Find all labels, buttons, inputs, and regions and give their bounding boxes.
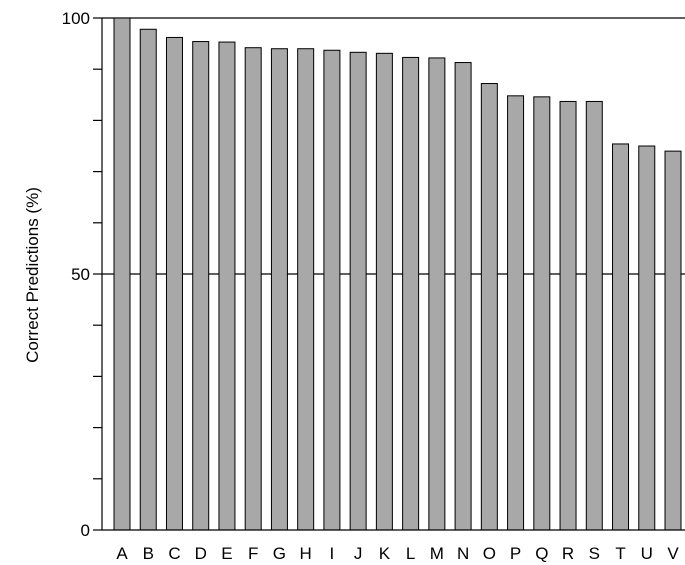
x-tick-label-P: P — [510, 544, 521, 563]
bar-F — [244, 47, 262, 531]
x-tick-label-I: I — [330, 544, 335, 563]
x-tick-label-J: J — [354, 544, 363, 563]
bar-B — [139, 28, 157, 531]
bar-V — [664, 150, 682, 531]
x-tick-label-N: N — [457, 544, 469, 563]
bar-K — [375, 52, 393, 531]
bar-E — [218, 41, 236, 531]
x-tick-label-D: D — [195, 544, 207, 563]
bar-I — [323, 49, 341, 531]
bar-O — [480, 83, 498, 531]
bar-H — [297, 48, 315, 531]
x-tick-label-K: K — [379, 544, 391, 563]
bar-L — [402, 56, 420, 531]
bar-Q — [533, 96, 551, 531]
x-tick-label-M: M — [430, 544, 444, 563]
bar-T — [612, 143, 630, 531]
y-axis: 0 50 100 — [62, 9, 685, 540]
x-tick-label-B: B — [143, 544, 154, 563]
bar-M — [428, 57, 446, 531]
x-tick-label-E: E — [221, 544, 232, 563]
x-tick-label-U: U — [641, 544, 653, 563]
x-tick-label-S: S — [589, 544, 600, 563]
x-tick-label-G: G — [273, 544, 286, 563]
bar-A — [113, 17, 131, 531]
x-tick-label-C: C — [168, 544, 180, 563]
bar-D — [192, 41, 210, 531]
bar-G — [270, 48, 288, 531]
x-tick-label-R: R — [562, 544, 574, 563]
x-tick-label-Q: Q — [535, 544, 548, 563]
bar-J — [349, 51, 367, 531]
y-tick-label-100: 100 — [62, 9, 90, 28]
y-tick-label-50: 50 — [71, 265, 90, 284]
x-tick-label-L: L — [406, 544, 415, 563]
y-axis-title: Correct Predictions (%) — [23, 187, 42, 363]
bar-R — [559, 100, 577, 531]
y-tick-label-0: 0 — [81, 521, 90, 540]
x-tick-label-H: H — [300, 544, 312, 563]
bar-N — [454, 62, 472, 531]
x-tick-label-T: T — [615, 544, 625, 563]
bar-C — [165, 36, 183, 531]
x-tick-label-F: F — [248, 544, 258, 563]
bar-U — [638, 145, 656, 531]
bar-S — [585, 100, 603, 531]
x-tick-label-V: V — [667, 544, 679, 563]
x-tick-label-O: O — [483, 544, 496, 563]
x-tick-label-A: A — [116, 544, 128, 563]
bar-P — [507, 95, 525, 531]
